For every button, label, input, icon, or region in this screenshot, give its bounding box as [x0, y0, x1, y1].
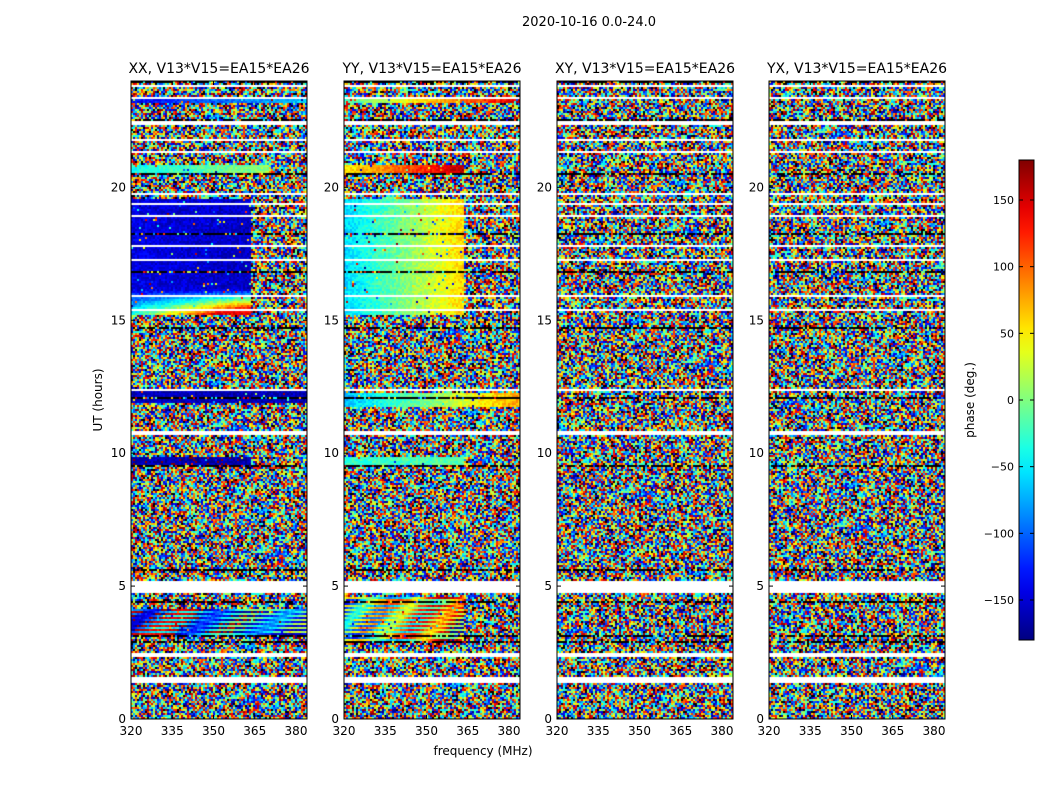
colorbar-tick-label: 50	[1000, 327, 1014, 340]
y-tick-label: 10	[749, 446, 764, 460]
colorbar-tick-label: 0	[1007, 394, 1014, 407]
x-tick-label: 335	[374, 724, 397, 738]
colorbar-tick-label: −150	[984, 594, 1014, 607]
panels: XX, V13*V15=EA15*EA26 320 335 350 365 380 0 5 10…	[111, 61, 947, 738]
y-tick-label: 5	[544, 579, 552, 593]
x-tick-label: 380	[923, 724, 946, 738]
colorbar-label: phase (deg.)	[963, 362, 977, 438]
heatmap-2	[344, 81, 520, 719]
y-tick-label: 0	[331, 712, 339, 726]
x-tick-label: 335	[799, 724, 822, 738]
panel-1: XX, V13*V15=EA15*EA26 320 335 350 365 380 0 5 10…	[111, 61, 310, 738]
colorbar-tick-label: −50	[991, 461, 1014, 474]
x-tick-label: 350	[840, 724, 863, 738]
heatmap-4	[769, 81, 945, 719]
y-tick-label: 5	[756, 579, 764, 593]
y-tick-label: 15	[749, 313, 764, 327]
y-tick-label: 20	[749, 180, 764, 194]
panel-title-3: XY, V13*V15=EA15*EA26	[555, 61, 735, 77]
panel-frame-2	[343, 80, 521, 720]
x-tick-label: 350	[628, 724, 651, 738]
panel-title-1: XX, V13*V15=EA15*EA26	[128, 61, 309, 77]
y-tick-label: 10	[111, 446, 126, 460]
colorbar-tick-label: 150	[993, 194, 1014, 207]
panel-title-4: YX, V13*V15=EA15*EA26	[766, 61, 947, 77]
panel-frame-3	[556, 80, 734, 720]
y-tick-label: 0	[544, 712, 552, 726]
y-tick-label: 5	[331, 579, 339, 593]
x-tick-label: 380	[498, 724, 521, 738]
x-axis-label: frequency (MHz)	[433, 744, 532, 758]
x-tick-label: 320	[546, 724, 569, 738]
x-tick-label: 365	[456, 724, 479, 738]
y-tick-label: 15	[537, 313, 552, 327]
x-tick-label: 320	[333, 724, 356, 738]
x-tick-label: 380	[711, 724, 734, 738]
heatmap-3	[557, 81, 733, 719]
panel-2: YY, V13*V15=EA15*EA26 320 335 350 365 380 0 5 10…	[324, 61, 522, 738]
y-tick-label: 15	[324, 313, 339, 327]
y-tick-label: 20	[537, 180, 552, 194]
x-tick-label: 380	[285, 724, 308, 738]
x-tick-label: 350	[415, 724, 438, 738]
colorbar-tick-label: −100	[984, 527, 1014, 540]
x-tick-label: 335	[161, 724, 184, 738]
y-tick-label: 0	[756, 712, 764, 726]
figure-title: 2020-10-16 0.0-24.0	[522, 15, 656, 30]
x-tick-label: 365	[881, 724, 904, 738]
y-tick-label: 10	[537, 446, 552, 460]
heatmap-1	[131, 81, 307, 719]
x-tick-label: 365	[669, 724, 692, 738]
colorbar: −150 −100 −50 0 50 100 150	[984, 159, 1035, 641]
panel-3: XY, V13*V15=EA15*EA26 320 335 350 365 380 0 5 10…	[537, 61, 735, 738]
panel-4: YX, V13*V15=EA15*EA26 320 335 350 365 380 0 5 10…	[749, 61, 947, 738]
x-tick-label: 365	[243, 724, 266, 738]
panel-frame-4	[768, 80, 946, 720]
x-tick-label: 320	[758, 724, 781, 738]
x-tick-label: 335	[587, 724, 610, 738]
panel-frame-1	[130, 80, 308, 720]
colorbar-tick-label: 100	[993, 261, 1014, 274]
y-tick-label: 10	[324, 446, 339, 460]
y-tick-label: 5	[118, 579, 126, 593]
y-tick-label: 0	[118, 712, 126, 726]
x-tick-label: 350	[202, 724, 225, 738]
y-tick-label: 20	[111, 180, 126, 194]
panel-title-2: YY, V13*V15=EA15*EA26	[342, 61, 522, 77]
y-tick-label: 20	[324, 180, 339, 194]
colorbar-gradient	[1019, 160, 1034, 640]
y-tick-label: 15	[111, 313, 126, 327]
x-tick-label: 320	[120, 724, 143, 738]
y-axis-label: UT (hours)	[91, 368, 105, 431]
